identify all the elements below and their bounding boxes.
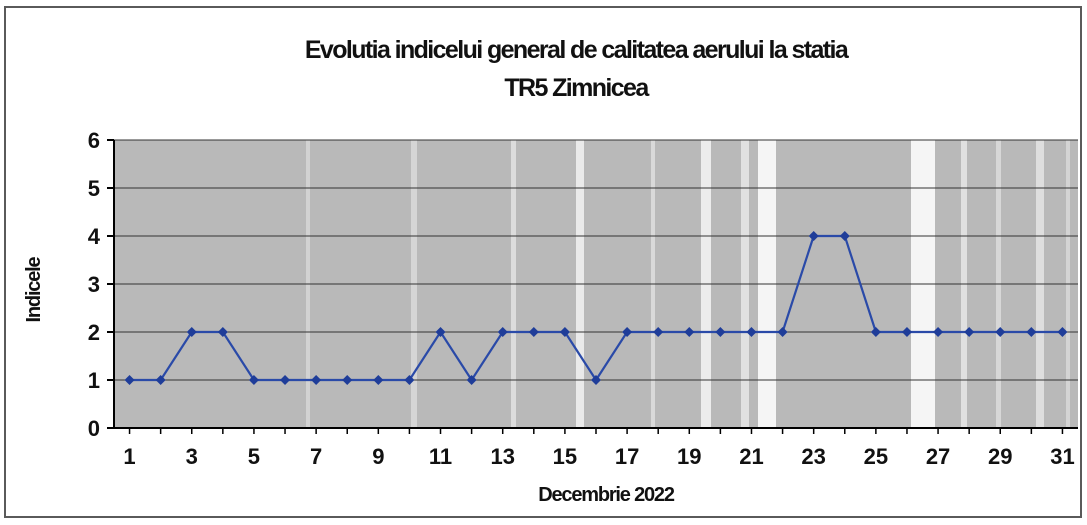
y-tick-label: 0: [88, 416, 100, 441]
y-tick-label: 1: [88, 368, 100, 393]
data-point: [497, 327, 508, 337]
x-tick-label: 13: [490, 444, 514, 469]
data-point: [217, 327, 228, 337]
data-point: [528, 327, 539, 337]
x-tick-label: 1: [123, 444, 135, 469]
data-point: [466, 375, 477, 385]
y-axis-title: Indicele: [23, 256, 45, 322]
data-point: [933, 327, 944, 337]
data-point: [777, 327, 788, 337]
y-tick-label: 3: [88, 272, 100, 297]
y-axis-ticks: 0 1 2 3 4 5 6: [88, 128, 114, 441]
chart-title-line-2: TR5 Zimnicea: [504, 74, 650, 102]
series: [124, 231, 1068, 385]
data-point: [155, 375, 166, 385]
x-tick-label: 3: [186, 444, 198, 469]
data-point: [622, 327, 633, 337]
data-point: [870, 327, 881, 337]
data-point: [559, 327, 570, 337]
x-tick-label: 15: [553, 444, 577, 469]
data-point: [435, 327, 446, 337]
x-tick-label: 7: [310, 444, 322, 469]
data-point: [373, 375, 384, 385]
x-tick-label: 17: [615, 444, 639, 469]
y-tick-label: 4: [88, 224, 101, 249]
data-point: [715, 327, 726, 337]
x-tick-label: 21: [739, 444, 763, 469]
chart-title-line-1: Evolutia indicelui general de calitatea …: [305, 36, 850, 64]
data-point: [995, 327, 1006, 337]
x-axis-title: Decembrie 2022: [538, 484, 675, 506]
data-point: [280, 375, 291, 385]
data-point: [684, 327, 695, 337]
chart-frame: Evolutia indicelui general de calitatea …: [4, 6, 1082, 518]
data-point: [808, 231, 819, 241]
data-point: [839, 231, 850, 241]
y-tick-label: 6: [88, 128, 100, 153]
data-point: [186, 327, 197, 337]
x-tick-label: 9: [372, 444, 384, 469]
data-point: [311, 375, 322, 385]
y-tick-label: 2: [88, 320, 100, 345]
y-tick-label: 5: [88, 176, 100, 201]
data-point: [964, 327, 975, 337]
x-tick-label: 5: [248, 444, 260, 469]
data-point: [746, 327, 757, 337]
data-point: [1057, 327, 1068, 337]
data-point: [342, 375, 353, 385]
data-point: [404, 375, 415, 385]
data-point: [248, 375, 259, 385]
data-point: [653, 327, 664, 337]
x-tick-label: 25: [864, 444, 888, 469]
data-point: [124, 375, 135, 385]
data-point: [1026, 327, 1037, 337]
x-tick-label: 11: [429, 444, 452, 469]
data-point: [591, 375, 601, 385]
x-tick-label: 19: [677, 444, 701, 469]
x-tick-label: 31: [1050, 444, 1074, 469]
x-axis-ticks: 1 3 5 7 9 11 13 15 17 19 21 23 25 27 29 31: [123, 428, 1075, 469]
x-tick-label: 23: [801, 444, 825, 469]
x-tick-label: 29: [988, 444, 1012, 469]
chart: Evolutia indicelui general de calitatea …: [23, 36, 1078, 506]
x-tick-label: 27: [926, 444, 950, 469]
data-point: [901, 327, 912, 337]
